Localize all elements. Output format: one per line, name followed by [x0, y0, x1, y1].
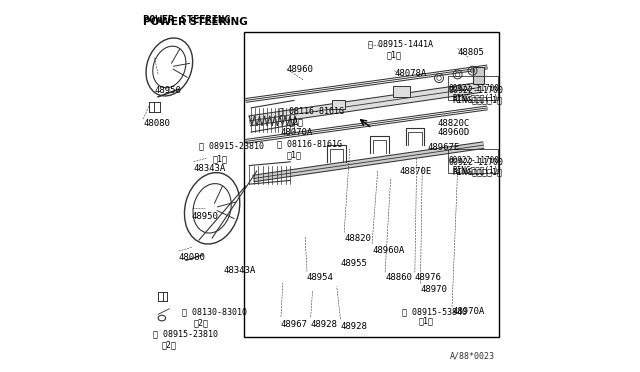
Text: Ⓑ 08130-83010: Ⓑ 08130-83010 — [182, 307, 248, 316]
Text: Ⓜ 08915-1441A: Ⓜ 08915-1441A — [369, 39, 433, 48]
Text: 48967: 48967 — [281, 320, 308, 329]
Text: 48343A: 48343A — [223, 266, 255, 275]
Text: 48960A: 48960A — [372, 246, 404, 254]
Text: （1）: （1） — [212, 154, 227, 163]
Text: 48950: 48950 — [191, 212, 218, 221]
Text: 00922-11700: 00922-11700 — [449, 158, 503, 167]
Text: 48976: 48976 — [415, 273, 442, 282]
Text: 48343A: 48343A — [193, 164, 226, 173]
Text: Ⓑ 08116-8161G: Ⓑ 08116-8161G — [279, 106, 344, 115]
Text: 48870E: 48870E — [400, 167, 432, 176]
Text: RINGリング(1): RINGリング(1) — [452, 93, 499, 102]
Text: 48970A: 48970A — [452, 307, 484, 316]
Text: 48070A: 48070A — [281, 128, 313, 137]
Text: 48955: 48955 — [340, 259, 367, 267]
Bar — [447, 149, 498, 173]
Text: RINGリング(1): RINGリング(1) — [452, 166, 499, 174]
Text: Ⓜ 08915-23810: Ⓜ 08915-23810 — [152, 329, 218, 338]
Text: 48928: 48928 — [310, 320, 337, 329]
Text: POWER STEERING: POWER STEERING — [143, 15, 231, 25]
Text: 48928: 48928 — [340, 322, 367, 331]
Text: （2）: （2） — [162, 340, 177, 349]
Bar — [394, 86, 410, 97]
Bar — [332, 100, 345, 109]
Text: 48805: 48805 — [458, 48, 484, 57]
Bar — [472, 67, 484, 84]
Text: （2）: （2） — [193, 318, 209, 327]
Text: 48967E: 48967E — [428, 143, 460, 152]
Bar — [447, 76, 498, 100]
Text: 48960: 48960 — [287, 65, 314, 74]
Text: 48950: 48950 — [154, 86, 181, 94]
Text: RINGリング（1）: RINGリング（1） — [452, 167, 502, 176]
Text: Ⓑ 08116-8161G: Ⓑ 08116-8161G — [277, 140, 342, 148]
Text: Ⓜ 08915-23810: Ⓜ 08915-23810 — [199, 141, 264, 150]
Text: 48860: 48860 — [385, 273, 412, 282]
Text: POWER STEERING: POWER STEERING — [143, 17, 248, 27]
Text: （1）: （1） — [387, 50, 402, 59]
Text: 00922-11700: 00922-11700 — [449, 156, 499, 165]
Text: 48954: 48954 — [307, 273, 334, 282]
Text: （1）: （1） — [287, 151, 301, 160]
Text: 48970: 48970 — [420, 285, 447, 294]
Text: 00922-11700: 00922-11700 — [449, 86, 503, 94]
Text: Ⓜ 08915-53840: Ⓜ 08915-53840 — [402, 307, 467, 316]
Text: 48820: 48820 — [344, 234, 371, 243]
Text: （2）: （2） — [289, 117, 303, 126]
Text: 48078A: 48078A — [394, 69, 427, 78]
Text: 48080: 48080 — [143, 119, 170, 128]
Text: （1）: （1） — [419, 316, 433, 325]
Text: 48960D: 48960D — [437, 128, 469, 137]
Text: A/88*0023: A/88*0023 — [450, 352, 495, 361]
Text: RINGリング（1）: RINGリング（1） — [452, 95, 502, 104]
Text: 48080: 48080 — [179, 253, 205, 262]
Text: 48820C: 48820C — [437, 119, 469, 128]
Text: 00922-11700: 00922-11700 — [449, 84, 499, 93]
Bar — [244, 32, 499, 337]
